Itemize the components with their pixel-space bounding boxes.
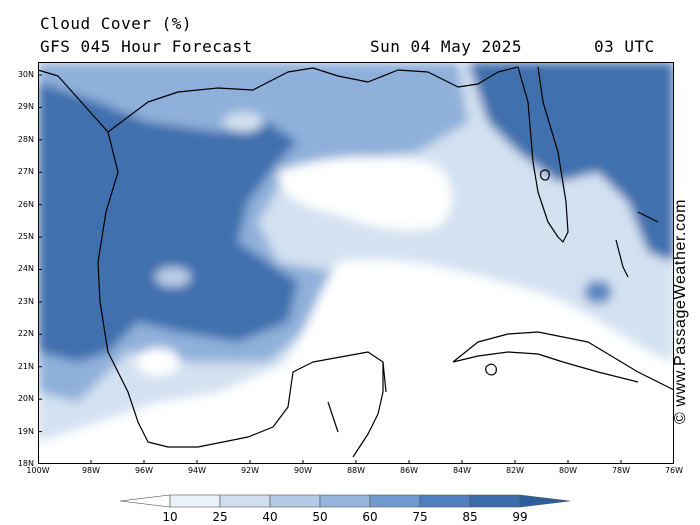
lon-label: 84W bbox=[452, 466, 472, 475]
axis-ticks bbox=[38, 74, 674, 464]
legend-swatch bbox=[519, 494, 571, 508]
legend-swatch bbox=[219, 494, 271, 508]
lon-label: 96W bbox=[134, 466, 154, 475]
color-scale-bar bbox=[119, 494, 571, 508]
lon-label: 100W bbox=[26, 466, 50, 475]
lon-label: 86W bbox=[399, 466, 419, 475]
north-coast-outline bbox=[107, 66, 519, 133]
legend-swatch bbox=[269, 494, 321, 508]
lon-label: 98W bbox=[81, 466, 101, 475]
lat-label: 19N bbox=[17, 426, 34, 436]
cloud-field-dense-west bbox=[38, 82, 298, 362]
isle-of-youth-outline bbox=[485, 363, 497, 376]
clear-patch bbox=[136, 348, 180, 376]
lake-okeechobee-outline bbox=[539, 169, 550, 181]
legend-swatch bbox=[119, 494, 171, 508]
forecast-date: Sun 04 May 2025 bbox=[370, 37, 522, 56]
lat-label: 18N bbox=[17, 459, 34, 468]
legend-swatch bbox=[419, 494, 471, 508]
lat-label: 22N bbox=[17, 329, 34, 339]
cuba-south-outline bbox=[452, 351, 639, 383]
website-credit: © www.PassageWeather.com bbox=[672, 198, 689, 424]
lat-label: 23N bbox=[17, 296, 34, 306]
lat-label: 25N bbox=[17, 232, 34, 242]
legend-swatch bbox=[469, 494, 521, 508]
legend-tick-label: 60 bbox=[362, 510, 378, 524]
lon-label: 92W bbox=[240, 466, 260, 475]
lon-label: 76W bbox=[664, 466, 684, 475]
forecast-model: GFS 045 Hour Forecast bbox=[40, 37, 253, 56]
legend-tick-label: 75 bbox=[412, 510, 428, 524]
lon-label: 94W bbox=[187, 466, 207, 475]
map-title: Cloud Cover (%) bbox=[40, 14, 192, 33]
lon-label: 90W bbox=[293, 466, 313, 475]
legend-tick-label: 10 bbox=[162, 510, 178, 524]
cloud-patch bbox=[584, 280, 612, 304]
lon-label: 78W bbox=[611, 466, 631, 475]
lon-label: 82W bbox=[505, 466, 525, 475]
lat-label: 27N bbox=[17, 167, 34, 177]
forecast-time: 03 UTC bbox=[594, 37, 655, 56]
lat-label: 24N bbox=[17, 264, 34, 274]
clear-patch bbox=[223, 112, 263, 132]
cloud-cover-map bbox=[38, 62, 674, 464]
clear-area-south bbox=[188, 259, 674, 464]
legend-tick-label: 99 bbox=[512, 510, 528, 524]
florida-outline bbox=[517, 66, 569, 243]
lon-label: 80W bbox=[558, 466, 578, 475]
yucatan-east-outline bbox=[327, 361, 387, 433]
lat-label: 28N bbox=[17, 134, 34, 144]
cloud-field-dense-east bbox=[468, 62, 674, 262]
bahamas-outline bbox=[615, 211, 674, 278]
cuba-outline bbox=[452, 331, 674, 391]
lat-label: 29N bbox=[17, 102, 34, 112]
lat-label: 20N bbox=[17, 394, 34, 404]
legend-tick-label: 25 bbox=[212, 510, 228, 524]
clear-patch bbox=[155, 267, 191, 287]
legend-swatch bbox=[369, 494, 421, 508]
legend-tick-label: 40 bbox=[262, 510, 278, 524]
clear-area-center bbox=[278, 156, 452, 231]
lon-label: 88W bbox=[346, 466, 366, 475]
legend-swatch bbox=[169, 494, 221, 508]
lat-label: 21N bbox=[17, 361, 34, 371]
lat-label: 30N bbox=[17, 69, 34, 79]
lat-label: 26N bbox=[17, 199, 34, 209]
legend-swatch bbox=[319, 494, 371, 508]
legend-tick-label: 50 bbox=[312, 510, 328, 524]
legend-tick-label: 85 bbox=[462, 510, 478, 524]
